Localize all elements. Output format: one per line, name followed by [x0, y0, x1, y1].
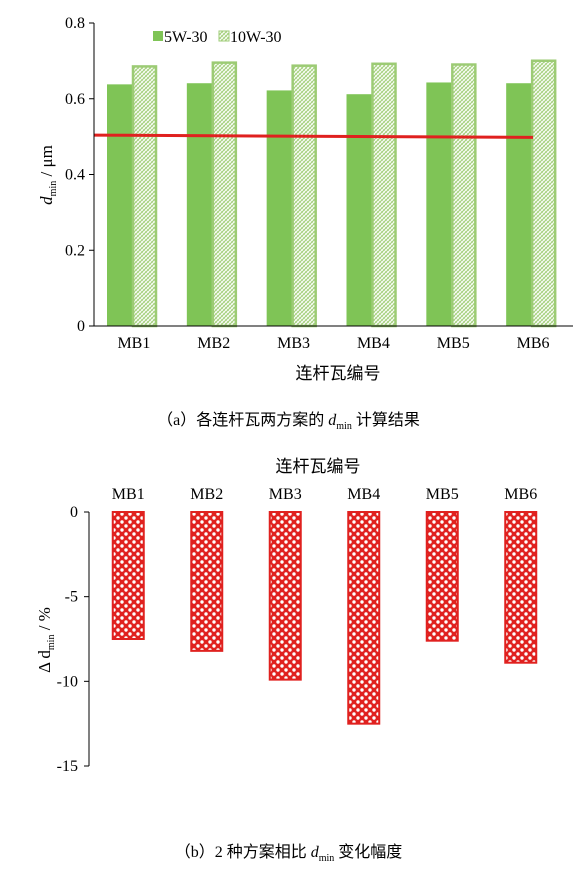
y-axis-label: dmin / μm	[37, 145, 59, 205]
bar-5w30-mb6	[506, 83, 532, 326]
bar-10w30-mb5	[451, 63, 477, 328]
x-tick-label: MB6	[517, 335, 550, 352]
bar-delta-mb3	[268, 511, 302, 681]
y-tick-label: -5	[65, 589, 78, 606]
legend-swatch-10w30	[218, 30, 230, 42]
x-tick-label: MB4	[347, 486, 380, 503]
bar-10w30-mb3	[291, 64, 317, 328]
y-tick-label: -10	[57, 673, 78, 690]
caption-b: （b）2 种方案相比 dmin 变化幅度	[174, 844, 403, 865]
bar-10w30-mb6	[530, 59, 557, 328]
bar-5w30-mb4	[346, 94, 372, 326]
bar-10w30-mb2	[211, 61, 238, 328]
y-tick-label: 0	[77, 318, 85, 335]
chart-a: 0 0.2 0.4 0.6 0.8 MB1 MB2 MB3 MB4 MB5 MB6 连杆瓦编号 d…	[37, 15, 573, 383]
legend-label-10w30: 10W-30	[230, 29, 282, 46]
bar-delta-mb4	[347, 511, 381, 725]
chart-b: 连杆瓦编号 MB1 MB2 MB3 MB4 MB5 MB6 0 -5 -10 -15 Δ dmi…	[35, 457, 538, 775]
y-tick-label: 0.2	[65, 242, 85, 259]
bar-delta-mb6	[504, 511, 538, 664]
bar-5w30-mb1	[107, 84, 132, 326]
x-tick-label: MB1	[112, 486, 145, 503]
x-tick-label: MB6	[504, 486, 537, 503]
x-tick-label: MB4	[357, 335, 390, 352]
y-tick-label: 0.8	[65, 15, 85, 32]
x-tick-label: MB3	[277, 335, 310, 352]
bar-10w30-mb1	[131, 65, 158, 328]
x-axis-label: 连杆瓦编号	[276, 457, 361, 476]
x-tick-label: MB3	[269, 486, 302, 503]
x-axis-label: 连杆瓦编号	[296, 364, 381, 383]
bar-5w30-mb5	[426, 82, 452, 327]
x-tick-label: MB2	[197, 335, 230, 352]
reference-line	[93, 133, 534, 139]
x-tick-label: MB2	[190, 486, 223, 503]
x-tick-label: MB5	[437, 335, 470, 352]
bar-delta-mb2	[190, 511, 224, 652]
legend: 5W-30 10W-30	[153, 29, 282, 46]
legend-label-5w30: 5W-30	[164, 29, 208, 46]
caption-a: （a）各连杆瓦两方案的 dmin 计算结果	[157, 412, 420, 433]
x-tick-label: MB5	[426, 486, 459, 503]
legend-swatch-5w30	[153, 31, 163, 41]
y-tick-label: 0.4	[65, 167, 85, 184]
bar-delta-mb5	[425, 511, 459, 642]
bar-5w30-mb3	[266, 90, 292, 326]
y-tick-label: 0.6	[65, 91, 85, 108]
y-tick-label: -15	[57, 758, 78, 775]
x-tick-label: MB1	[117, 335, 150, 352]
bar-5w30-mb2	[186, 83, 212, 326]
y-tick-label: 0	[70, 504, 78, 521]
bar-10w30-mb4	[371, 62, 397, 328]
y-axis-label: Δ dmin / %	[35, 607, 57, 673]
bar-delta-mb1	[111, 511, 145, 640]
